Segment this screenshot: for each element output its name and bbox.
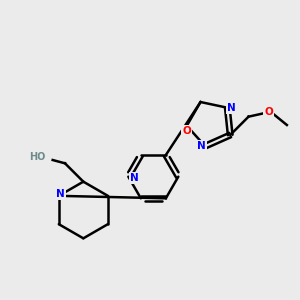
Text: N: N <box>197 141 206 151</box>
Text: N: N <box>227 103 236 113</box>
Text: O: O <box>264 107 273 117</box>
Text: O: O <box>182 126 191 136</box>
Text: N: N <box>130 173 138 183</box>
Text: HO: HO <box>28 152 45 162</box>
Text: N: N <box>56 189 65 199</box>
